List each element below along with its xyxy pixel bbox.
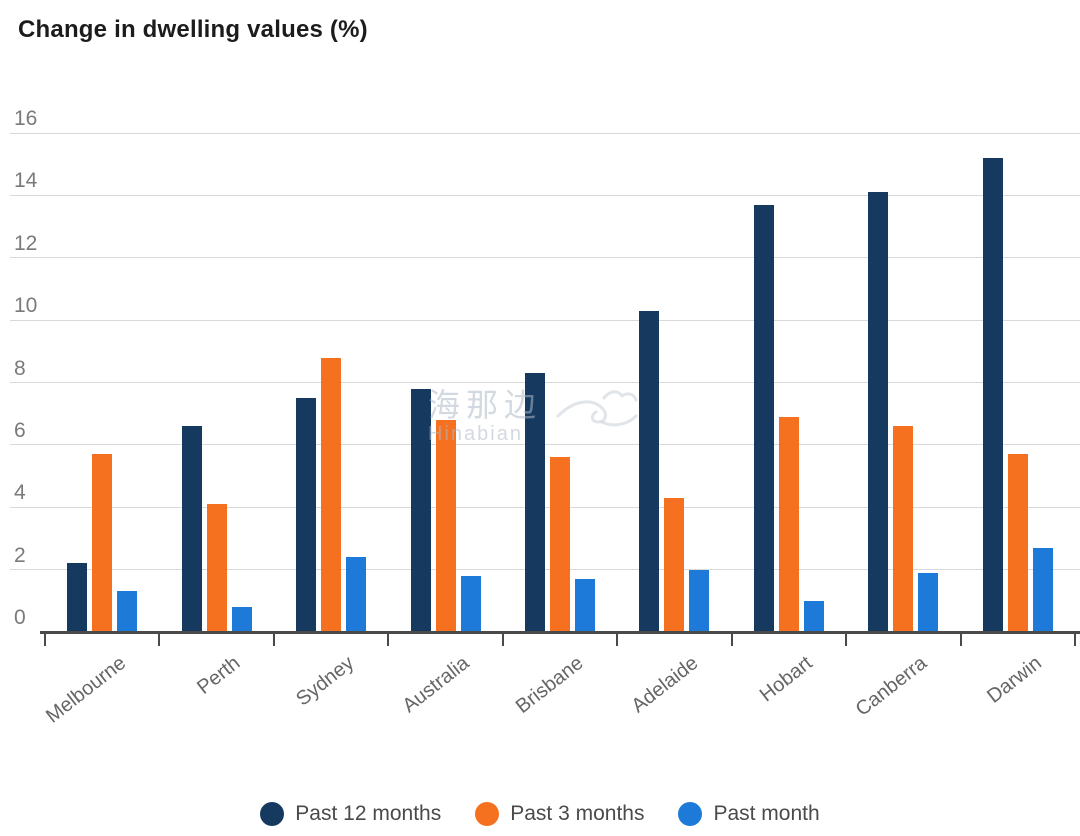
bar-past-3-months-sydney xyxy=(321,358,342,632)
bar-group-australia xyxy=(388,133,502,632)
x-axis-tick-5 xyxy=(616,634,618,646)
gridline-6 xyxy=(10,444,1080,446)
bar-past-3-months-brisbane xyxy=(549,457,570,632)
gridline-4 xyxy=(10,506,1080,508)
x-axis-tick-6 xyxy=(731,634,733,646)
gridline-8 xyxy=(10,382,1080,383)
gridline-10 xyxy=(10,319,1080,321)
legend-item-past-12-months: Past 12 months xyxy=(260,802,441,826)
bar-past-12-months-sydney xyxy=(296,398,317,632)
bar-past-3-months-canberra xyxy=(893,426,914,632)
legend-swatch-icon xyxy=(678,802,703,826)
bar-past-12-months-adelaide xyxy=(639,311,660,632)
x-axis-tick-2 xyxy=(273,634,275,646)
bar-past-3-months-melbourne xyxy=(92,454,113,632)
bar-past-month-canberra xyxy=(918,573,939,632)
x-axis-tick-9 xyxy=(1074,634,1076,646)
x-axis-tick-8 xyxy=(960,634,962,646)
x-tick-label-melbourne: Melbourne xyxy=(41,652,130,728)
bar-group-perth xyxy=(159,133,273,632)
bar-past-month-adelaide xyxy=(689,570,710,632)
legend-label: Past 12 months xyxy=(295,802,442,825)
bar-past-3-months-perth xyxy=(206,504,227,632)
x-axis-tick-7 xyxy=(845,634,847,646)
legend-item-past-month: Past month xyxy=(678,802,820,826)
y-tick-label-14: 14 xyxy=(14,169,38,193)
legend-item-past-3-months: Past 3 months xyxy=(475,802,644,826)
bar-group-brisbane xyxy=(503,133,617,632)
x-axis-line xyxy=(40,631,1080,634)
bar-past-12-months-perth xyxy=(181,426,202,632)
chart-title: Change in dwelling values (%) xyxy=(18,16,368,43)
x-tick-label-hobart: Hobart xyxy=(755,652,817,707)
bar-group-darwin xyxy=(961,133,1075,632)
bar-chart: 0 2 4 6 8 10 12 14 16 海那边 Hinabian Melbourne Pert… xyxy=(10,107,1080,728)
bar-past-12-months-darwin xyxy=(982,158,1003,632)
y-tick-label-4: 4 xyxy=(14,481,26,505)
gridline-16 xyxy=(10,132,1080,134)
x-tick-label-adelaide: Adelaide xyxy=(627,652,702,718)
bar-group-adelaide xyxy=(617,133,731,632)
y-tick-label-8: 8 xyxy=(14,356,26,380)
bar-group-hobart xyxy=(732,133,846,632)
gridline-14 xyxy=(10,194,1080,196)
bar-past-month-melbourne xyxy=(117,591,138,632)
bar-past-3-months-adelaide xyxy=(664,498,685,632)
bar-past-12-months-australia xyxy=(410,389,431,632)
legend-swatch-icon xyxy=(475,802,500,826)
y-tick-label-12: 12 xyxy=(14,231,38,255)
bar-past-3-months-australia xyxy=(435,420,456,632)
bar-past-month-sydney xyxy=(346,557,367,632)
bar-past-month-hobart xyxy=(803,601,824,632)
bar-past-12-months-hobart xyxy=(753,205,774,632)
bars-layer xyxy=(45,133,1075,632)
x-tick-label-brisbane: Brisbane xyxy=(511,652,588,718)
bar-past-3-months-darwin xyxy=(1007,454,1028,632)
x-tick-label-perth: Perth xyxy=(192,652,245,699)
x-axis-tick-1 xyxy=(158,634,160,646)
bar-group-sydney xyxy=(274,133,388,632)
x-axis-tick-3 xyxy=(387,634,389,646)
y-tick-label-0: 0 xyxy=(14,606,26,629)
x-tick-label-australia: Australia xyxy=(398,652,474,718)
legend: Past 12 months Past 3 months Past month xyxy=(0,792,1080,836)
x-tick-label-sydney: Sydney xyxy=(292,652,359,711)
bar-past-month-perth xyxy=(231,607,252,632)
x-axis-tick-0 xyxy=(44,634,46,646)
y-tick-label-10: 10 xyxy=(14,294,38,318)
bar-group-canberra xyxy=(846,133,960,632)
bar-past-12-months-melbourne xyxy=(67,563,88,632)
bar-past-3-months-hobart xyxy=(778,417,799,632)
gridline-2 xyxy=(10,569,1080,571)
bar-past-month-brisbane xyxy=(574,579,595,632)
bar-past-12-months-brisbane xyxy=(524,373,545,632)
gridline-12 xyxy=(10,257,1080,259)
y-tick-label-2: 2 xyxy=(14,543,26,567)
bar-group-melbourne xyxy=(45,133,159,632)
x-tick-label-canberra: Canberra xyxy=(851,652,931,721)
y-tick-label-6: 6 xyxy=(14,418,26,442)
legend-label: Past month xyxy=(713,802,820,825)
legend-label: Past 3 months xyxy=(510,802,645,825)
bar-past-month-australia xyxy=(460,576,481,632)
bar-past-month-darwin xyxy=(1032,548,1053,632)
x-axis-tick-4 xyxy=(502,634,504,646)
x-tick-label-darwin: Darwin xyxy=(982,652,1046,708)
legend-swatch-icon xyxy=(260,802,285,826)
y-tick-label-16: 16 xyxy=(14,107,38,130)
bar-past-12-months-canberra xyxy=(868,192,889,632)
